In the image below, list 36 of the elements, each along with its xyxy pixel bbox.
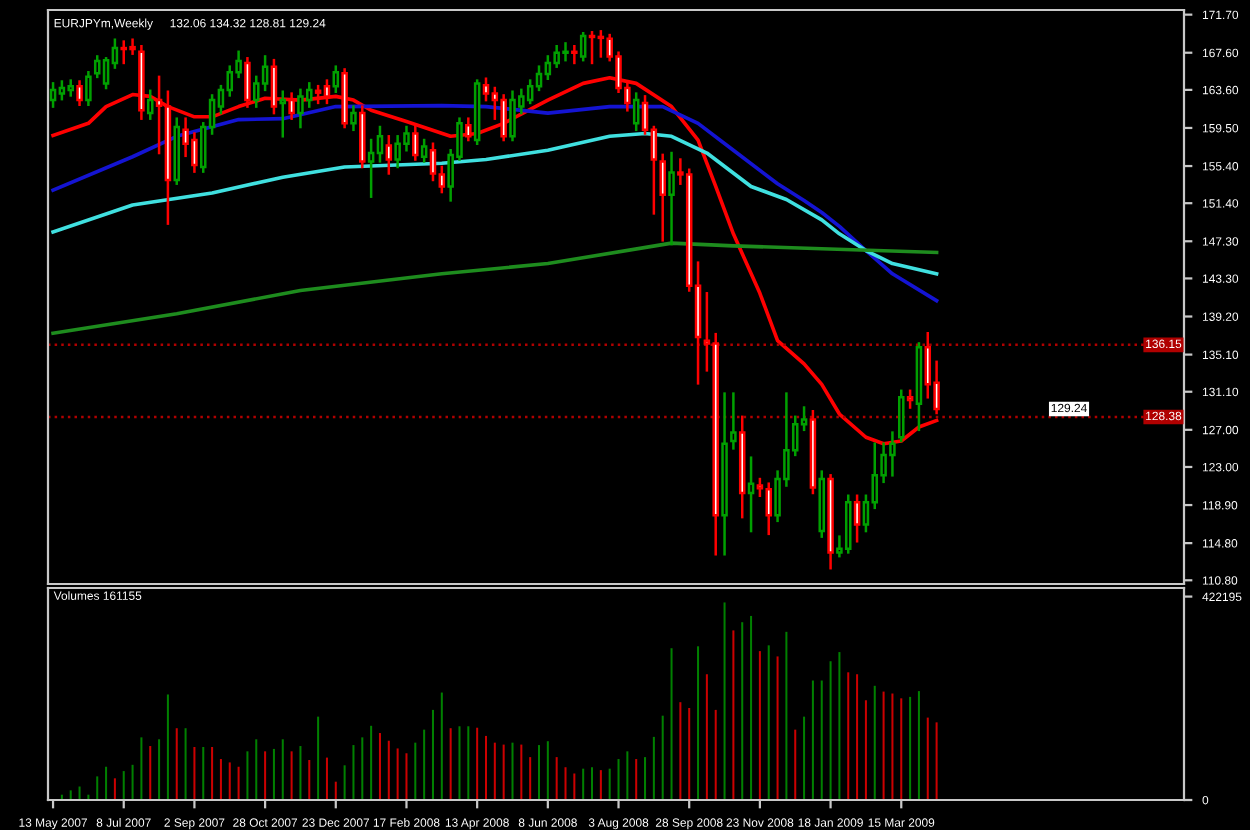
candlestick xyxy=(420,138,428,163)
candlestick xyxy=(526,79,534,105)
line-series xyxy=(51,103,939,303)
line-series xyxy=(51,131,939,276)
candlestick xyxy=(588,31,596,65)
candlestick xyxy=(579,31,587,62)
candlestick xyxy=(76,80,83,106)
candlestick xyxy=(49,82,57,108)
candlestick xyxy=(500,94,507,142)
candlestick xyxy=(853,494,861,543)
candlestick xyxy=(632,92,640,132)
candlestick xyxy=(897,389,905,443)
candlestick xyxy=(279,90,287,138)
candlestick xyxy=(747,456,755,533)
candlestick xyxy=(597,30,605,58)
candlestick xyxy=(482,77,490,102)
candlestick xyxy=(93,55,101,79)
candlestick xyxy=(288,92,295,120)
candlestick xyxy=(412,125,419,161)
candlestick xyxy=(571,44,578,65)
candlestick xyxy=(376,125,384,163)
candlestick xyxy=(844,494,852,554)
candlestick xyxy=(668,151,675,246)
candlestick xyxy=(730,392,737,450)
candlestick xyxy=(544,55,552,80)
candlestick xyxy=(85,70,92,106)
candlestick xyxy=(367,138,375,198)
candlestick xyxy=(765,482,772,536)
candlestick xyxy=(465,117,472,142)
candlestick xyxy=(429,142,437,182)
line-series xyxy=(51,241,939,336)
candlestick xyxy=(332,65,340,93)
candlestick xyxy=(350,105,357,132)
candlestick xyxy=(67,79,74,97)
candlestick xyxy=(385,135,393,175)
candlestick xyxy=(146,89,154,120)
